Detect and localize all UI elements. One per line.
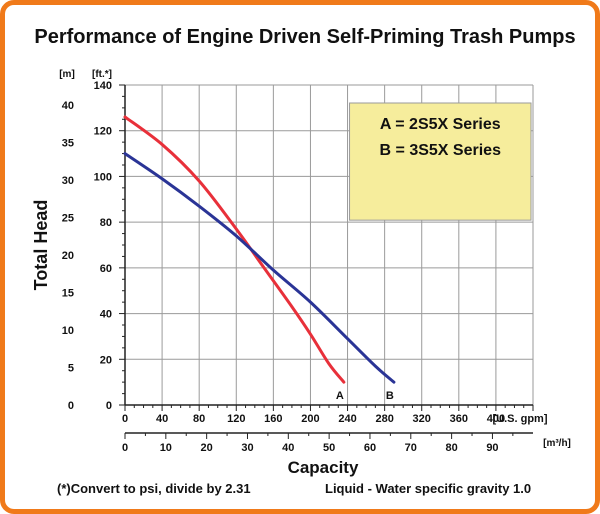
x-tick-label-secondary: 80 [445, 442, 457, 454]
x-tick-label-secondary: 20 [201, 442, 213, 454]
x-tick-label-secondary: 10 [160, 442, 172, 454]
x-axis-label: Capacity [288, 458, 359, 477]
x-tick-label: 240 [338, 413, 356, 425]
series-end-label-a: A [336, 390, 344, 402]
x-unit-secondary: [m³/h] [543, 438, 571, 449]
x-tick-label-secondary: 30 [241, 442, 253, 454]
y-tick-label-m: 0 [68, 400, 74, 412]
y-tick-label-ft: 80 [100, 217, 112, 229]
x-tick-label: 320 [413, 413, 431, 425]
y-tick-label-ft: 100 [94, 171, 112, 183]
x-tick-label-secondary: 90 [486, 442, 498, 454]
y-tick-label-m: 15 [62, 288, 74, 300]
legend-box [349, 102, 532, 221]
chart-title: Performance of Engine Driven Self-Primin… [34, 26, 575, 48]
y-tick-label-m: 35 [62, 138, 74, 150]
x-tick-label: 200 [301, 413, 319, 425]
x-tick-label-secondary: 70 [405, 442, 417, 454]
y-tick-label-m: 10 [62, 325, 74, 337]
plot-area: A = 2S5X Series B = 3S5X Series 0 20 40 60 80 1… [62, 80, 534, 454]
y-tick-label-m: 25 [62, 213, 74, 225]
y-tick-label-ft: 60 [100, 263, 112, 275]
y-unit-right: [ft.*] [92, 69, 112, 80]
x-tick-label: 120 [227, 413, 245, 425]
legend-entry: A = 2S5X Series [380, 116, 501, 133]
y-tick-label-ft: 20 [100, 354, 112, 366]
x-tick-label: 0 [122, 413, 128, 425]
y-tick-label-ft: 40 [100, 309, 112, 321]
series-line-a [123, 115, 346, 384]
y-tick-label-m: 30 [62, 175, 74, 187]
x-tick-label: 400 [487, 413, 505, 425]
y-unit-left: [m] [59, 69, 75, 80]
y-axis-label: Total Head [31, 200, 51, 291]
note-psi: (*)Convert to psi, divide by 2.31 [57, 481, 251, 496]
y-tick-label-m: 40 [62, 100, 74, 112]
x-tick-label-secondary: 50 [323, 442, 335, 454]
x-tick-label: 360 [450, 413, 468, 425]
x-tick-label: 80 [193, 413, 205, 425]
series-line-b [123, 152, 396, 384]
series-end-label-b: B [386, 390, 394, 402]
x-tick-label: 280 [375, 413, 393, 425]
x-tick-label-secondary: 0 [122, 442, 128, 454]
x-tick-label: 40 [156, 413, 168, 425]
y-tick-label-ft: 0 [106, 400, 112, 412]
x-unit-primary: [U.S. gpm] [493, 413, 548, 425]
pump-performance-chart: Performance of Engine Driven Self-Primin… [31, 26, 576, 496]
x-tick-label-secondary: 60 [364, 442, 376, 454]
x-tick-label: 160 [264, 413, 282, 425]
y-tick-label-m: 20 [62, 250, 74, 262]
y-tick-label-m: 5 [68, 363, 74, 375]
y-tick-label-ft: 120 [94, 126, 112, 138]
note-liquid: Liquid - Water specific gravity 1.0 [325, 481, 531, 496]
x-tick-label-secondary: 40 [282, 442, 294, 454]
y-tick-label-ft: 140 [94, 80, 112, 92]
legend-entry: B = 3S5X Series [380, 142, 502, 159]
